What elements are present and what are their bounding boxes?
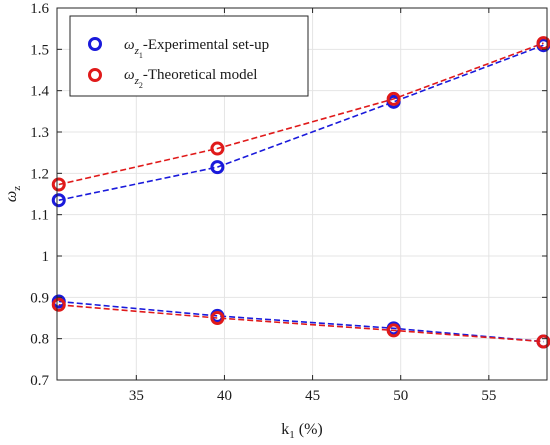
x-tick-label: 40 [217, 388, 232, 404]
series-layer [51, 36, 550, 349]
legend-label-experimental: ωz1-Experimental set-up [124, 37, 269, 60]
series-line-experimental-upper [58, 44, 544, 201]
data-point-experimental-upper [51, 193, 66, 208]
series-line-theoretical-lower [58, 304, 544, 343]
y-tick-label: 1.4 [30, 84, 49, 100]
data-point-theoretical-lower [51, 297, 66, 312]
legend-marker-theoretical [88, 68, 102, 82]
y-tick-label: 1.3 [30, 125, 49, 141]
legend-label-theoretical: ωz2-Theoretical model [124, 67, 257, 90]
x-tick-label: 35 [129, 388, 144, 404]
data-point-theoretical-lower [386, 323, 401, 338]
y-tick-label: 1 [42, 249, 50, 265]
y-tick-label: 0.9 [30, 290, 49, 306]
y-tick-label: 1.6 [30, 1, 49, 17]
plot-frame [56, 7, 548, 381]
ticks: 35 40 45 50 55 0.7 0.8 0.9 1 1.1 1.2 1.3 1.4 1.5 1.6 [30, 1, 547, 404]
legend-entry-theoretical: ωz2-Theoretical model [88, 67, 257, 90]
data-point-experimental-upper [210, 160, 225, 175]
y-tick-label: 1.1 [30, 208, 49, 224]
x-tick-label: 55 [481, 388, 496, 404]
legend-marker-experimental [88, 37, 102, 51]
data-point-theoretical-lower [210, 311, 225, 325]
x-tick-label: 45 [305, 388, 320, 404]
series-line-experimental-lower [58, 300, 544, 343]
y-tick-label: 0.8 [30, 332, 49, 348]
x-axis-label: k1 (%) [281, 421, 322, 441]
y-tick-label: 0.7 [30, 373, 49, 389]
legend: ωz1-Experimental set-up ωz2-Theoretical … [69, 15, 309, 97]
data-point-theoretical-upper [536, 36, 550, 51]
data-point-theoretical-upper [210, 141, 225, 156]
legend-entry-experimental: ωz1-Experimental set-up [88, 37, 269, 60]
data-point-theoretical-upper [386, 91, 401, 106]
y-tick-label: 1.5 [30, 42, 49, 58]
legend-box [69, 15, 309, 97]
data-point-theoretical-upper [51, 177, 66, 192]
series-line-theoretical-upper [58, 42, 544, 186]
y-tick-label: 1.2 [30, 166, 49, 182]
x-tick-label: 50 [393, 388, 408, 404]
data-point-theoretical-lower [536, 334, 550, 349]
y-axis-label: ωz [3, 186, 23, 202]
